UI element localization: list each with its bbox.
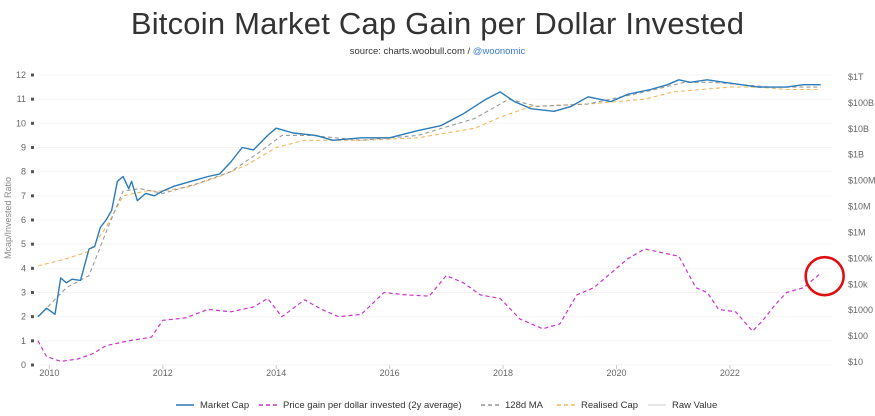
legend-label: 128d MA	[505, 400, 544, 411]
series-layer	[37, 79, 822, 362]
legend-128d-ma[interactable]: 128d MA	[481, 400, 544, 411]
y-tick-mark	[31, 194, 34, 198]
y-tick-mark	[31, 339, 34, 343]
source-handle-link[interactable]: @woonomic	[472, 46, 526, 57]
right-tick-label: $10M	[848, 202, 871, 212]
y-tick-label: 7	[21, 191, 26, 201]
y-tick-mark	[31, 121, 34, 125]
grid-layer	[38, 74, 832, 366]
y-tick-label: 6	[21, 215, 26, 225]
y-tick-mark	[31, 315, 34, 319]
x-axis: 2010 2012 2014 2016 2018 2020 2022	[39, 365, 740, 378]
right-tick-label: $10B	[848, 124, 869, 134]
right-axis: $1T $100B $10B $1B $100M $10M $1M $100k $10k $100…	[848, 72, 875, 367]
annotation-layer	[804, 255, 845, 297]
x-tick-label: 2020	[606, 368, 626, 378]
y-tick-mark	[31, 97, 34, 101]
y-tick-label: 11	[17, 94, 26, 104]
legend-market-cap[interactable]: Market Cap	[176, 400, 249, 411]
y-tick-label: 9	[21, 143, 26, 153]
legend: Market Cap Price gain per dollar invested…	[176, 400, 717, 411]
x-tick-label: 2010	[39, 368, 59, 378]
legend-raw-value[interactable]: Raw Value	[648, 400, 717, 411]
chart-title: Bitcoin Market Cap Gain per Dollar Inves…	[130, 6, 745, 41]
y-tick-label: 4	[21, 263, 26, 273]
source-text: source: charts.woobull.com /	[349, 46, 471, 57]
legend-label: Market Cap	[200, 400, 249, 411]
right-tick-label: $100B	[848, 98, 874, 108]
y-tick-mark	[31, 266, 34, 270]
right-tick-label: $100M	[848, 176, 875, 186]
y-tick-label: 12	[16, 70, 26, 80]
y-tick-mark	[31, 363, 34, 367]
y-tick-label: 10	[16, 118, 26, 128]
y-tick-label: 8	[21, 167, 26, 177]
right-tick-label: $100	[848, 331, 868, 341]
right-tick-label: $1T	[848, 72, 864, 82]
x-tick-label: 2016	[380, 368, 400, 378]
price-gain-line	[37, 248, 822, 362]
realised-cap-line	[37, 86, 821, 267]
right-tick-label: $1M	[848, 227, 866, 237]
right-tick-label: $1B	[848, 150, 864, 160]
legend-label: Raw Value	[672, 400, 717, 411]
right-tick-label: $1000	[848, 305, 873, 315]
x-tick-label: 2022	[720, 368, 740, 378]
right-tick-label: $10k	[848, 279, 868, 289]
x-tick-label: 2012	[153, 368, 173, 378]
y-tick-label: 3	[21, 288, 26, 298]
chart-subtitle: source: charts.woobull.com / @woonomic	[0, 46, 875, 57]
legend-label: Realised Cap	[581, 400, 638, 411]
x-tick-label: 2018	[493, 368, 513, 378]
market-cap-line	[37, 79, 821, 318]
y-tick-mark	[31, 170, 34, 174]
legend-label: Price gain per dollar invested (2y avera…	[283, 400, 461, 411]
ma-128d-line	[37, 81, 821, 318]
y-tick-mark	[31, 242, 34, 246]
y-tick-mark	[31, 291, 34, 294]
right-tick-label: $100k	[848, 253, 873, 263]
x-tick-label: 2014	[266, 368, 286, 378]
legend-price-gain[interactable]: Price gain per dollar invested (2y avera…	[259, 400, 461, 411]
y-tick-label: 1	[21, 336, 26, 346]
legend-realised-cap[interactable]: Realised Cap	[557, 400, 638, 411]
y-tick-mark	[31, 146, 34, 149]
y-tick-mark	[31, 218, 34, 222]
y-tick-label: 5	[21, 239, 26, 249]
highlight-circle	[804, 255, 845, 297]
y-tick-label: 0	[21, 360, 26, 370]
right-tick-label: $10	[848, 357, 863, 367]
y-axis-title: Mcap/Invested Ratio	[3, 177, 13, 259]
y-tick-label: 2	[21, 312, 26, 322]
y-tick-mark	[31, 73, 34, 77]
